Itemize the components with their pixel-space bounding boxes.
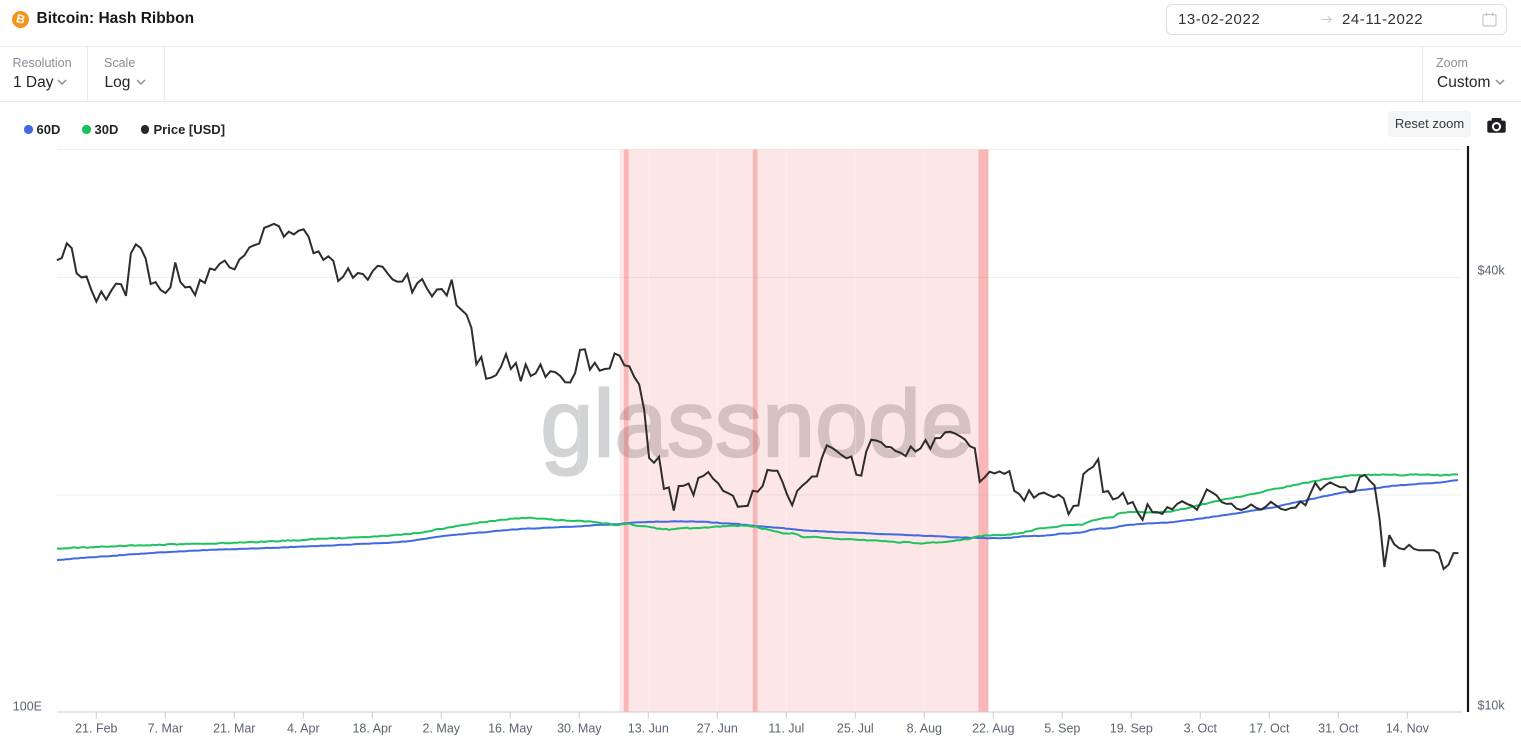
svg-text:2. May: 2. May [423,722,461,736]
svg-text:25. Jul: 25. Jul [837,722,874,736]
svg-text:8. Aug: 8. Aug [907,722,942,736]
svg-text:21. Mar: 21. Mar [213,722,255,736]
svg-text:18. Apr: 18. Apr [352,722,392,736]
svg-text:30. May: 30. May [557,722,602,736]
svg-text:7. Mar: 7. Mar [148,722,183,736]
svg-text:16. May: 16. May [488,722,533,736]
svg-text:14. Nov: 14. Nov [1386,722,1430,736]
svg-text:11. Jul: 11. Jul [768,722,804,736]
svg-text:5. Sep: 5. Sep [1044,722,1080,736]
svg-text:17. Oct: 17. Oct [1249,722,1290,736]
svg-text:31. Oct: 31. Oct [1318,722,1359,736]
svg-text:21. Feb: 21. Feb [75,722,117,736]
svg-text:glassnode: glassnode [541,371,974,477]
svg-text:4. Apr: 4. Apr [287,722,320,736]
svg-text:19. Sep: 19. Sep [1110,722,1153,736]
svg-text:100E: 100E [13,700,42,714]
svg-text:$40k: $40k [1478,264,1506,278]
svg-text:27. Jun: 27. Jun [697,722,738,736]
svg-text:$10k: $10k [1478,699,1506,713]
svg-text:22. Aug: 22. Aug [972,722,1014,736]
svg-text:3. Oct: 3. Oct [1184,722,1218,736]
svg-text:13. Jun: 13. Jun [628,722,669,736]
